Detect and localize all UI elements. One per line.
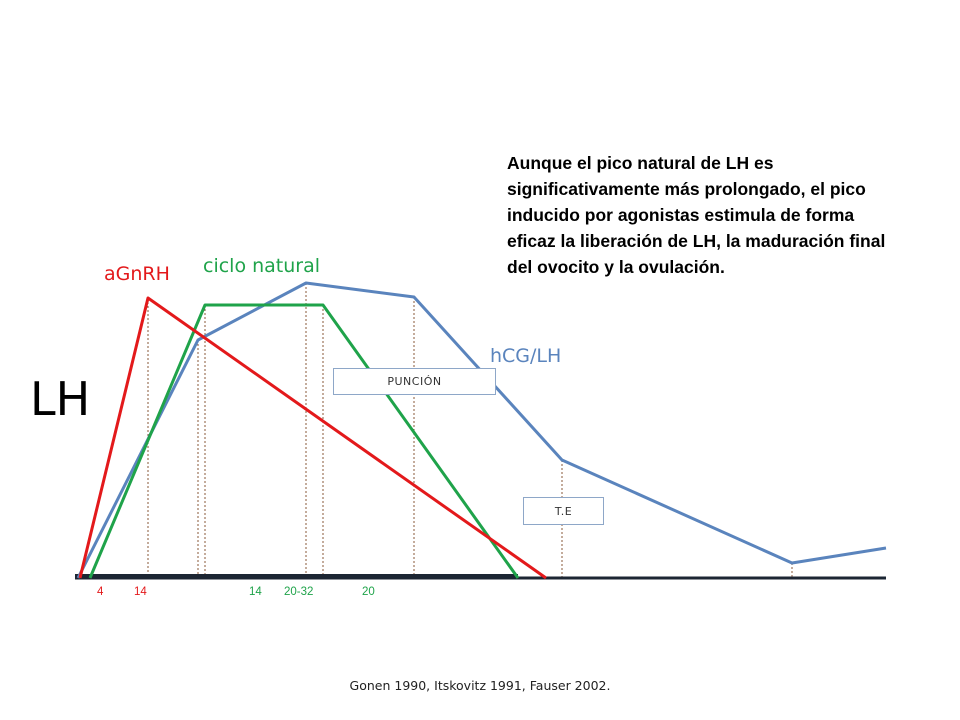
hcg-lh-label: hCG/LH: [490, 345, 562, 367]
y-axis-label: LH: [30, 372, 91, 426]
guide-lines: [147, 283, 793, 578]
tick-label: 14: [134, 586, 147, 598]
puncion-box: PUNCIÓN: [333, 368, 496, 395]
tick-label: 20: [362, 586, 375, 598]
citation: Gonen 1990, Itskovitz 1991, Fauser 2002.: [349, 678, 611, 693]
agnrh-label: aGnRH: [104, 263, 170, 285]
tick-label: 4: [97, 586, 104, 598]
tick-label: 14: [249, 586, 262, 598]
hcg-lh-curve: [76, 281, 887, 579]
tick-label: 20-32: [284, 586, 314, 598]
natural-cycle-label: ciclo natural: [203, 255, 321, 277]
natural-cycle-curve: [88, 303, 520, 579]
agnrh-curve: [78, 296, 547, 580]
explanatory-note: Aunque el pico natural de LH es signific…: [507, 153, 886, 277]
te-box: T.E: [523, 497, 604, 525]
